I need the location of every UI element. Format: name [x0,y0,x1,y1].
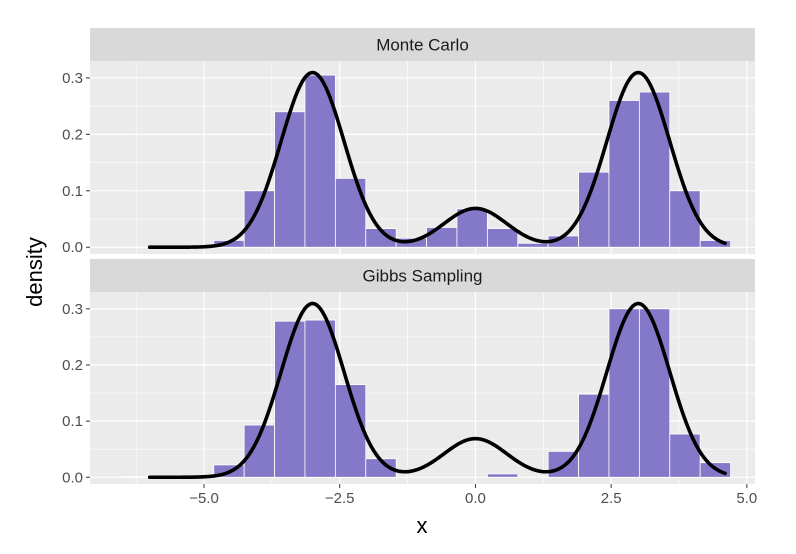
density-curve [147,70,727,250]
histogram-bar [243,190,275,248]
y-axis-title: density [22,237,47,307]
x-tick-label: 2.5 [601,490,622,507]
y-tick-label: 0.3 [62,70,83,87]
y-tick-label: 0.1 [62,183,83,200]
y-tick-label: 0.2 [62,357,83,374]
facet-strip [90,28,755,61]
histogram-bar [608,308,640,478]
histogram-bar [638,91,671,248]
histogram-bar [426,227,458,248]
x-tick-label: 0.0 [465,490,486,507]
y-tick-label: 0.0 [62,239,83,256]
y-tick-label: 0.3 [62,301,83,318]
x-axis: −5.0 −2.5 0.0 2.5 5.0 [189,484,757,507]
facet-panel-2: Gibbs Sampling 0.0 0.1 0.2 0.3 [62,259,755,486]
histogram-bar [456,208,488,248]
histogram-bar [486,473,519,478]
histogram-bar [669,190,701,248]
histogram-bar [304,74,336,248]
x-tick-label: −2.5 [325,490,355,507]
histogram-bar [334,384,367,478]
histogram-bar [517,242,549,248]
histogram-bar [274,111,306,248]
facet-strip-label: Gibbs Sampling [362,267,482,286]
x-tick-label: −5.0 [189,490,219,507]
facet-panel-1: Monte Carlo 0.0 0.1 0.2 0.3 [62,28,755,256]
y-tick-label: 0.1 [62,413,83,430]
facet-panels: Monte Carlo 0.0 0.1 0.2 0.3 Gibbs Sampling 0.0… [62,28,755,486]
facet-strip [90,259,755,292]
histogram-bar [638,308,671,478]
histogram-bar [304,319,336,478]
y-tick-label: 0.0 [62,469,83,486]
histogram-bar [608,100,640,248]
x-axis-title: x [417,513,428,538]
x-tick-label: 5.0 [736,490,757,507]
facet-strip-label: Monte Carlo [376,36,469,55]
histogram-bar [334,177,367,248]
y-tick-label: 0.2 [62,126,83,143]
density-curve [147,301,727,480]
histogram-bar [486,228,519,248]
